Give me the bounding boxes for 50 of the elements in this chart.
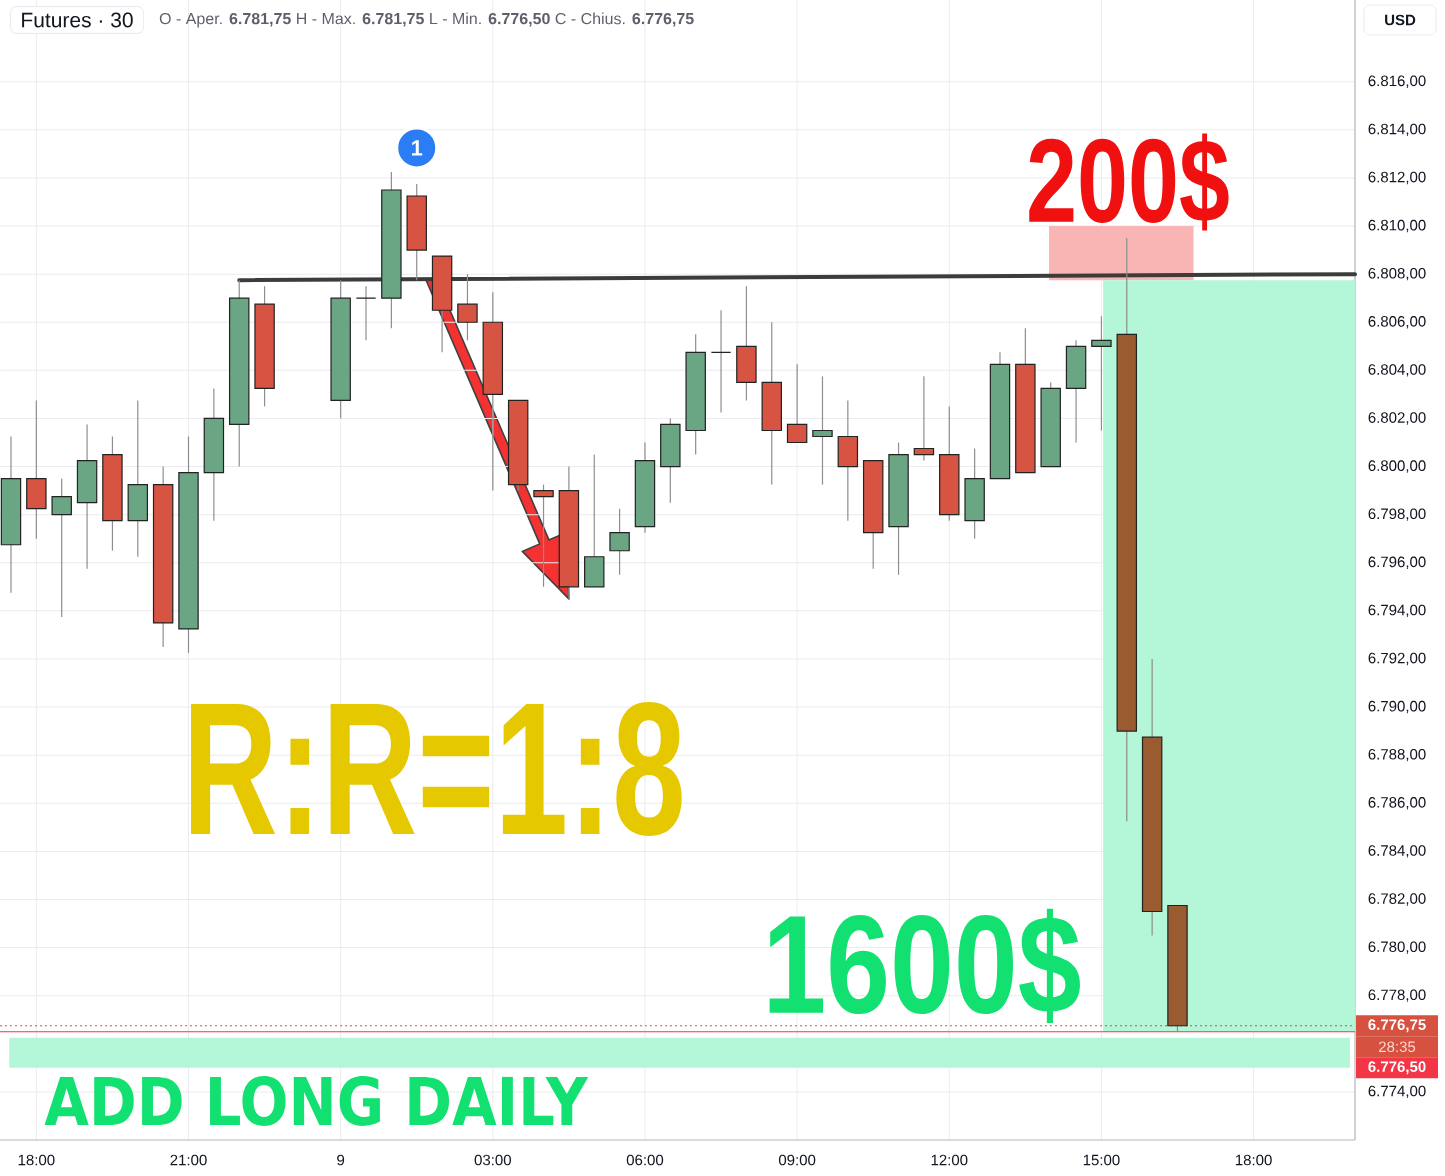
x-tick-label: 09:00: [778, 1154, 816, 1166]
y-tick-label: 6.784,00: [1368, 845, 1426, 858]
y-tick-label: 6.808,00: [1368, 267, 1426, 281]
y-tick-label: 6.810,00: [1368, 219, 1426, 233]
y-tick-label: 6.792,00: [1368, 652, 1426, 666]
y-tick-label: 6.814,00: [1368, 123, 1426, 137]
x-tick-label: 15:00: [1083, 1154, 1120, 1166]
annotation: 1600$: [769, 908, 1080, 1024]
y-tick-label: 6.794,00: [1368, 604, 1426, 618]
y-tick-label: 6.804,00: [1368, 364, 1426, 377]
y-tick-label: 6.798,00: [1368, 508, 1426, 521]
candlestick: [1091, 315, 1112, 432]
x-tick-label: 12:00: [931, 1154, 968, 1166]
chart-title: Futures · 30: [22, 12, 133, 28]
x-tick-label: 03:00: [474, 1154, 511, 1166]
candlestick: [913, 375, 935, 462]
y-tick-label: 6.774,00: [1368, 1085, 1426, 1099]
candlestick: [609, 508, 630, 576]
candlestick: [355, 285, 377, 341]
x-tick-label: 18:00: [18, 1154, 55, 1166]
y-tick-label: 6.800,00: [1368, 460, 1426, 473]
y-tick-label: 6.778,00: [1368, 989, 1426, 1002]
y-tick-label: 6.802,00: [1368, 412, 1426, 425]
annotation: ADD LONG DAILY: [44, 1076, 589, 1126]
candlestick: [812, 375, 833, 486]
y-tick-label: 6.786,00: [1368, 797, 1426, 810]
y-tick-label: 6.790,00: [1368, 700, 1426, 714]
candlestick: [533, 484, 554, 588]
y-tick-label: 6.816,00: [1368, 75, 1426, 88]
x-tick-label: 9: [337, 1154, 345, 1166]
annotation: 200$: [1029, 133, 1229, 231]
text: 28:35: [1379, 1041, 1416, 1053]
candlestick: [786, 363, 808, 444]
y-tick-label: 6.780,00: [1368, 941, 1426, 954]
annotation: 1: [412, 140, 423, 156]
y-tick-label: 6.788,00: [1368, 748, 1426, 762]
text: O - Aper. 6.781,75 H - Max. 6.781,75 L - Min. 6.776,50 C - Chius. 6.776,75: [159, 12, 694, 28]
y-tick-label: 6.782,00: [1368, 893, 1426, 906]
x-tick-label: 18:00: [1235, 1154, 1272, 1166]
y-tick-label: 6.796,00: [1368, 556, 1426, 569]
candlestick: [710, 309, 732, 414]
annotation: R:R=1:8: [191, 702, 682, 836]
candlestick: [457, 273, 478, 341]
y-tick-label: 6.806,00: [1368, 316, 1426, 329]
y-tick-label: 6.812,00: [1368, 171, 1426, 185]
y-axis-title: USD: [1385, 14, 1416, 26]
x-tick-label: 06:00: [626, 1154, 664, 1166]
ref-line-label: 6.776,50: [1368, 1061, 1426, 1075]
x-tick-label: 21:00: [170, 1154, 207, 1166]
ref-line-label: 6.776,75: [1368, 1019, 1426, 1033]
